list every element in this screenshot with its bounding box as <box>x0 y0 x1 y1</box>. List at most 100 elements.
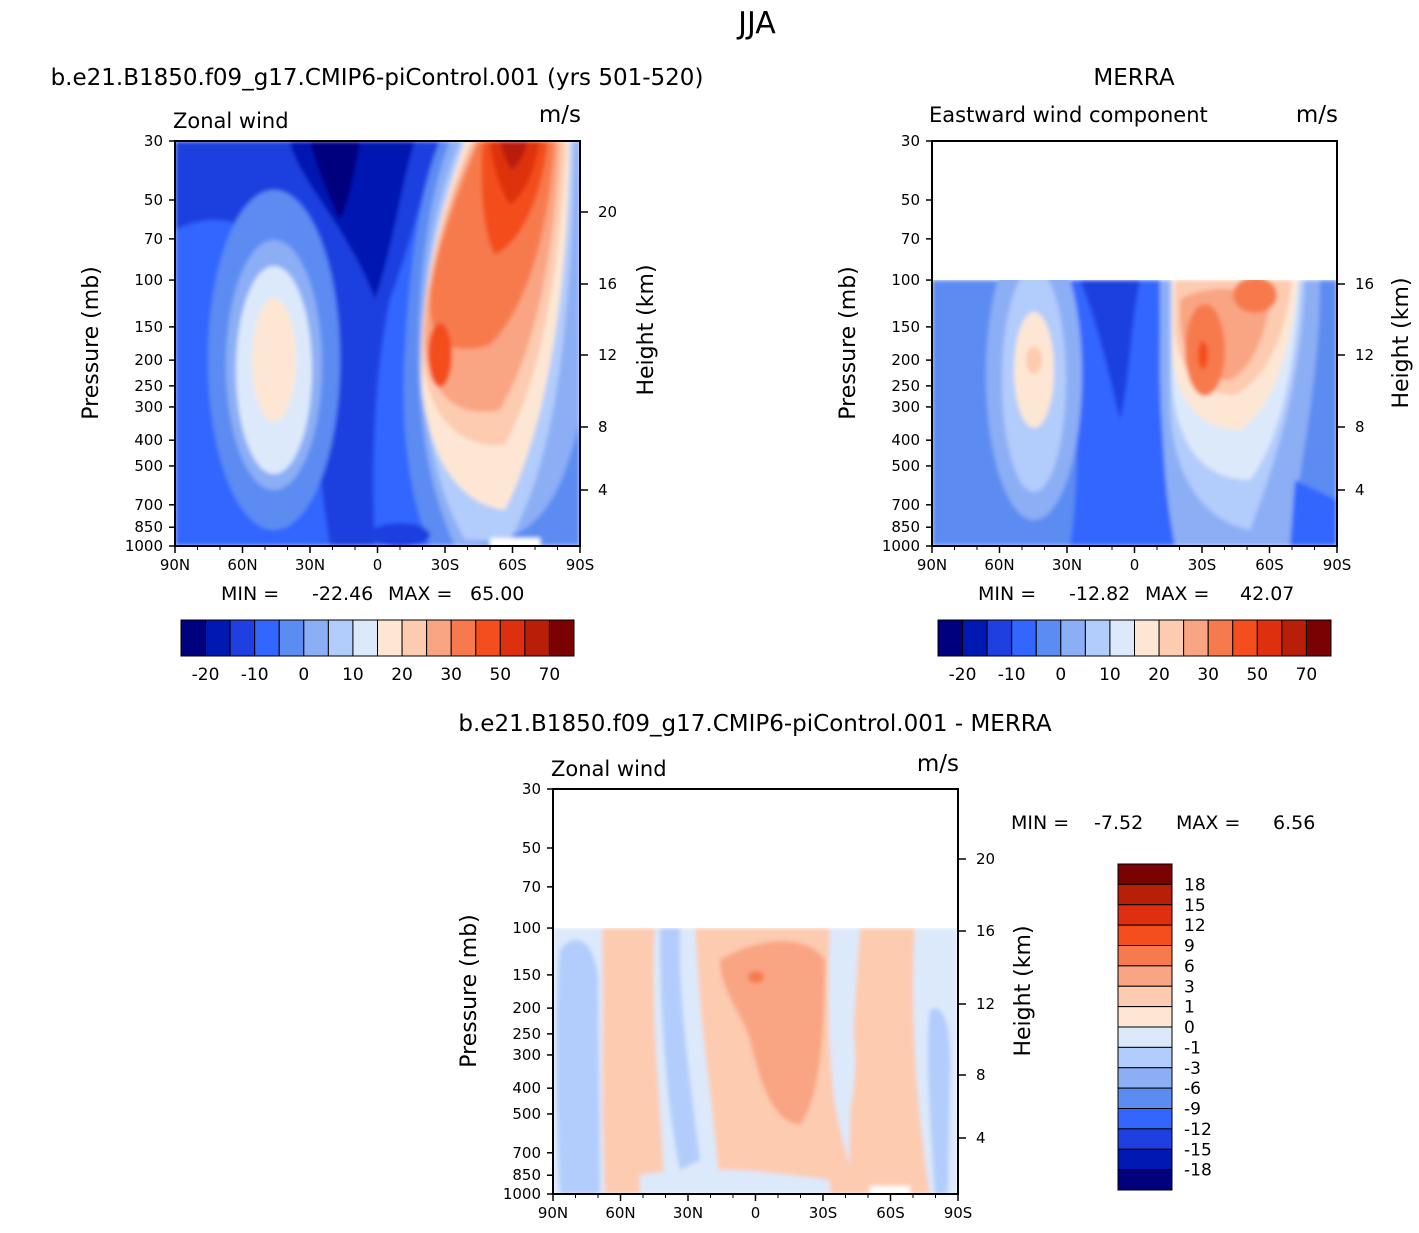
max-value: 65.00 <box>470 583 524 605</box>
colorbar-label: 30 <box>1197 665 1219 685</box>
y-tick-label: 700 <box>891 496 920 514</box>
y-tick-label: 150 <box>891 318 920 336</box>
colorbar-label: 0 <box>298 665 309 685</box>
x-tick-label: 30S <box>1188 556 1217 574</box>
colorbar-label: 3 <box>1184 977 1195 997</box>
colorbar-label: 12 <box>1184 916 1206 936</box>
colorbar-swatch <box>1117 863 1173 885</box>
y2-tick-label: 12 <box>976 995 995 1013</box>
y2-tick-label: 12 <box>598 346 617 364</box>
y2-tick-label: 20 <box>976 850 995 868</box>
colorbar-label: -1 <box>1184 1038 1201 1058</box>
panel-title: MERRA <box>1093 65 1174 91</box>
y-tick-label: 100 <box>512 919 541 937</box>
colorbar-label: 0 <box>1184 1018 1195 1038</box>
colorbar-swatch <box>1117 1026 1173 1048</box>
missing-region <box>870 1186 910 1194</box>
y-axis-title: Pressure (mb) <box>457 914 482 1068</box>
y-tick-label: 250 <box>512 1025 541 1043</box>
max-label: MAX = <box>1176 812 1240 834</box>
colorbar-label: -6 <box>1184 1079 1201 1099</box>
contour-region <box>370 523 430 546</box>
y-tick-label: 400 <box>891 431 920 449</box>
contour-region <box>660 928 700 1170</box>
colorbar-swatch <box>524 619 550 657</box>
subtitle-left: Zonal wind <box>173 109 289 133</box>
y2-tick-label: 8 <box>598 418 608 436</box>
colorbar-label: -9 <box>1184 1100 1201 1120</box>
y2-tick-label: 16 <box>1355 275 1374 293</box>
x-tick-label: 60N <box>605 1204 635 1222</box>
colorbar-swatch <box>401 619 428 657</box>
colorbar-swatch <box>475 619 501 657</box>
colorbar-label: 70 <box>539 665 561 685</box>
colorbar-swatch <box>450 619 477 657</box>
colorbar-swatch <box>278 619 305 657</box>
colorbar-label: 0 <box>1055 665 1066 685</box>
colorbar-swatch <box>1117 1087 1173 1109</box>
y-tick-label: 200 <box>134 351 163 369</box>
colorbar-swatch <box>1117 1006 1173 1028</box>
contour-region <box>556 940 600 1194</box>
y-tick-label: 70 <box>144 230 163 248</box>
y-tick-label: 850 <box>512 1166 541 1184</box>
x-tick-label: 90N <box>538 1204 568 1222</box>
colorbar-swatch <box>1117 1169 1173 1191</box>
colorbar-swatch <box>1109 619 1135 657</box>
colorbar-swatch <box>1207 619 1234 657</box>
y-tick-label: 50 <box>144 191 163 209</box>
y-axis-title: Pressure (mb) <box>79 266 104 420</box>
min-label: MIN = <box>978 583 1036 605</box>
x-tick-label: 30N <box>295 556 325 574</box>
y-tick-label: 300 <box>512 1046 541 1064</box>
contour-region <box>1080 280 1140 420</box>
colorbar-swatch <box>1117 883 1173 906</box>
colorbar-swatch <box>962 619 988 657</box>
max-value: 42.07 <box>1240 583 1294 605</box>
colorbar-swatch <box>229 619 256 657</box>
contour-region <box>290 141 415 300</box>
y-tick-label: 400 <box>512 1079 541 1097</box>
figure-title: JJA <box>736 6 776 41</box>
panel-difference: b.e21.B1850.f09_g17.CMIP6-piControl.001 … <box>457 711 1315 1222</box>
contour-region <box>1026 346 1042 374</box>
contour-region <box>490 141 540 205</box>
y2-tick-label: 8 <box>1355 418 1365 436</box>
y-tick-label: 1000 <box>882 537 920 555</box>
y-tick-label: 1000 <box>125 537 163 555</box>
x-tick-label: 60N <box>227 556 257 574</box>
subtitle-left: Eastward wind component <box>929 103 1208 127</box>
y-tick-label: 300 <box>134 398 163 416</box>
x-tick-label: 30N <box>673 1204 703 1222</box>
colorbar-swatch <box>1117 904 1173 926</box>
colorbar-swatch <box>303 619 329 657</box>
panel-title: b.e21.B1850.f09_g17.CMIP6-piControl.001 … <box>458 711 1051 737</box>
colorbar-label: -20 <box>949 665 977 685</box>
y-tick-label: 50 <box>522 839 541 857</box>
min-value: -12.82 <box>1069 583 1130 605</box>
colorbar-swatch <box>205 619 231 657</box>
contour-region <box>640 1169 830 1194</box>
y-axis-title: Pressure (mb) <box>836 266 861 420</box>
x-tick-label: 90N <box>917 556 947 574</box>
subtitle-right: m/s <box>539 102 581 128</box>
y2-tick-label: 4 <box>976 1129 986 1147</box>
colorbar-label: 6 <box>1184 957 1195 977</box>
contour-region <box>1233 280 1277 313</box>
colorbar-swatch <box>254 619 280 657</box>
contour-region <box>927 1008 951 1194</box>
colorbar-swatch <box>426 619 452 657</box>
colorbar-label: 50 <box>1246 665 1268 685</box>
y2-tick-label: 4 <box>598 481 608 499</box>
x-tick-label: 30N <box>1052 556 1082 574</box>
missing-region <box>490 538 540 546</box>
colorbar-label: 70 <box>1296 665 1318 685</box>
y-tick-label: 100 <box>891 271 920 289</box>
contour-region <box>720 941 825 1125</box>
y2-axis-title: Height (km) <box>634 264 659 395</box>
colorbar-swatch <box>1117 1128 1173 1150</box>
colorbar-label: -15 <box>1184 1140 1212 1160</box>
